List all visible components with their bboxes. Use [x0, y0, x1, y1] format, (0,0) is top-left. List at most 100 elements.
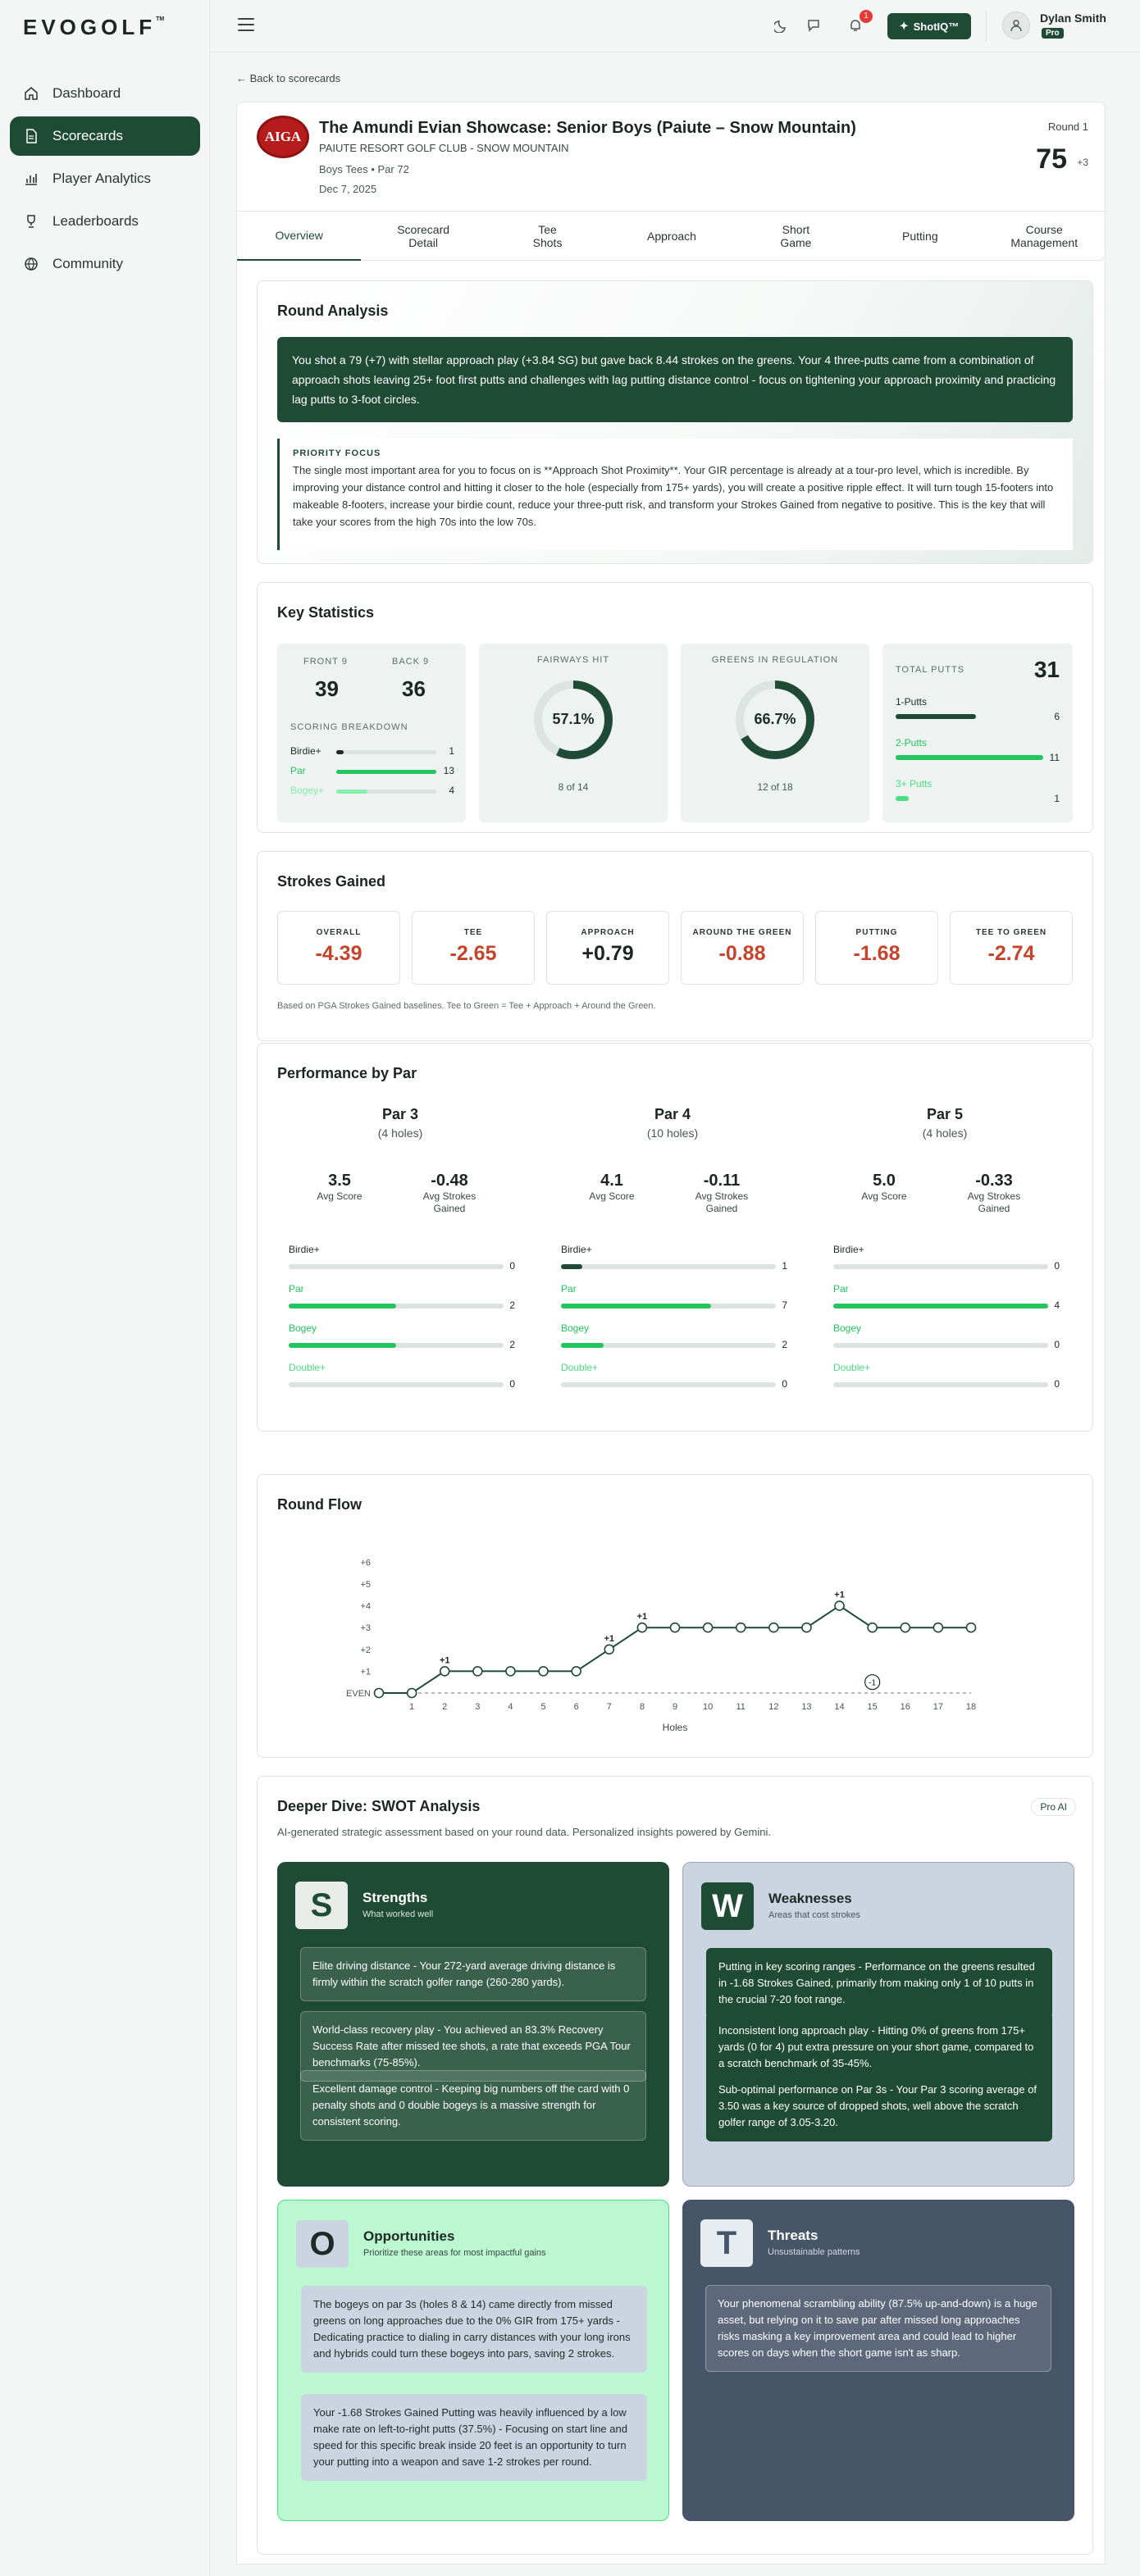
annotation-label: -1	[869, 1679, 876, 1688]
x-tick-label: 17	[933, 1702, 943, 1712]
breakdown-row-label: Par	[290, 765, 306, 776]
par-outcome-row: Bogey 2	[561, 1322, 787, 1355]
tab-approach[interactable]: Approach	[647, 230, 696, 243]
bar-fill	[336, 750, 344, 754]
sidebar-item-scorecards[interactable]: Scorecards	[10, 116, 200, 156]
sidebar-item-dashboard[interactable]: Dashboard	[10, 74, 200, 113]
avg-sg-value: -0.48	[431, 1172, 468, 1190]
data-point[interactable]	[933, 1622, 944, 1633]
bar-fill	[561, 1264, 583, 1269]
putt-row-label: 3+ Putts	[896, 778, 933, 790]
avg-score-metric: 3.5 Avg Score	[299, 1172, 381, 1203]
data-point[interactable]	[373, 1687, 385, 1699]
par-outcome-row: Birdie+ 0	[289, 1244, 515, 1277]
bar-track	[833, 1382, 1048, 1387]
putt-row-count: 6	[1054, 711, 1060, 722]
avg-score-value: 5.0	[873, 1172, 896, 1190]
breakdown-row-label: Birdie+	[290, 745, 321, 757]
par-outcome-row: Par 7	[561, 1283, 787, 1316]
breakdown-row-label: Bogey+	[290, 785, 325, 796]
putt-row-label: 2-Putts	[896, 737, 928, 749]
data-point[interactable]	[867, 1622, 878, 1633]
strokes-gained-label: APPROACH	[581, 928, 635, 937]
sidebar-item-player-analytics[interactable]: Player Analytics	[10, 159, 200, 198]
community-icon	[23, 256, 39, 272]
par-column-holes: (4 holes)	[922, 1126, 968, 1140]
tab-tee-shots[interactable]: Tee Shots	[532, 223, 563, 249]
avg-sg-label: Avg Strokes Gained	[967, 1190, 1021, 1214]
page-title: The Amundi Evian Showcase: Senior Boys (…	[319, 119, 856, 137]
sidebar-item-label: Player Analytics	[52, 171, 151, 186]
data-point[interactable]	[604, 1644, 615, 1655]
avatar[interactable]	[1002, 11, 1030, 39]
avg-sg-metric: -0.33 Avg Strokes Gained	[953, 1172, 1035, 1215]
bar-track	[289, 1264, 504, 1269]
avg-score-label: Avg Score	[861, 1190, 907, 1202]
bell-icon[interactable]: 1	[845, 10, 873, 36]
strokes-gained-value: -1.68	[853, 942, 901, 965]
round-label: Round 1	[1047, 121, 1088, 133]
data-point[interactable]	[472, 1666, 483, 1677]
tab-putting[interactable]: Putting	[902, 230, 938, 243]
breakdown-label: SCORING BREAKDOWN	[290, 722, 408, 732]
data-point[interactable]	[834, 1600, 845, 1611]
par-column: Par 4 (10 holes) 4.1 Avg Score -0.11 Avg Stro…	[549, 1106, 796, 1390]
data-point[interactable]	[406, 1687, 417, 1699]
swot-subtitle: What worked well	[363, 1909, 434, 1919]
x-tick-label: 4	[508, 1702, 513, 1712]
par-outcome-count: 0	[1054, 1339, 1060, 1350]
data-point[interactable]	[505, 1666, 516, 1677]
swot-item: Inconsistent long approach play - Hittin…	[706, 2012, 1052, 2082]
gir-stat-box: GREENS IN REGULATION 66.7% 12 of 18	[681, 644, 869, 822]
par-column-holes: (4 holes)	[377, 1126, 423, 1140]
swot-card: Deeper Dive: SWOT Analysis AI-generated …	[257, 1776, 1093, 2555]
data-point[interactable]	[669, 1622, 681, 1633]
chat-icon[interactable]	[804, 15, 825, 36]
bar-fill	[289, 1304, 396, 1308]
data-point[interactable]	[965, 1622, 977, 1633]
swot-item: Excellent damage control - Keeping big n…	[300, 2070, 646, 2141]
sidebar-item-community[interactable]: Community	[10, 244, 200, 284]
app-logo[interactable]: EVOGOLFTM	[23, 15, 165, 39]
data-point[interactable]	[702, 1622, 714, 1633]
trophy-icon	[23, 213, 39, 230]
strokes-gained-box: PUTTING -1.68	[815, 911, 938, 985]
priority-focus: PRIORITY FOCUS The single most important…	[277, 439, 1073, 550]
par-outcome-label: Bogey	[289, 1322, 317, 1334]
data-point[interactable]	[801, 1622, 812, 1633]
menu-icon[interactable]	[238, 18, 254, 33]
data-point[interactable]	[735, 1622, 746, 1633]
putt-row: 2-Putts 11	[896, 737, 1060, 773]
data-point[interactable]	[900, 1622, 911, 1633]
par-outcome-count: 2	[509, 1299, 515, 1311]
moon-icon[interactable]	[771, 15, 792, 36]
y-tick-label: +2	[360, 1645, 371, 1655]
avg-score-label: Avg Score	[589, 1190, 635, 1202]
data-point[interactable]	[439, 1666, 450, 1677]
data-point[interactable]	[768, 1622, 779, 1633]
strokes-gained-box: TEE TO GREEN -2.74	[950, 911, 1073, 985]
fairways-percent: 57.1%	[552, 711, 595, 727]
strokes-gained-label: PUTTING	[855, 928, 898, 937]
strengths-quadrant: S Strengths What worked well Elite driving …	[277, 1862, 669, 2187]
priority-focus-text: The single most important area for you t…	[293, 464, 1054, 528]
data-point[interactable]	[571, 1666, 581, 1677]
user-name[interactable]: Dylan Smith	[1040, 11, 1106, 25]
shotiq-button[interactable]: ✦ ShotIQ™	[887, 13, 971, 39]
putt-row-count: 1	[1054, 793, 1060, 804]
data-point[interactable]	[538, 1666, 549, 1677]
weaknesses-quadrant: W Weaknesses Areas that cost strokes Puttin…	[682, 1862, 1074, 2187]
sidebar-item-leaderboards[interactable]: Leaderboards	[10, 202, 200, 241]
tab-course-management[interactable]: Course Management	[1010, 223, 1078, 249]
threats-quadrant: T Threats Unsustainable patterns Your pheno…	[682, 2200, 1074, 2521]
strokes-gained-value: -4.39	[315, 942, 363, 965]
breakdown-row-count: 1	[449, 745, 454, 757]
data-point[interactable]	[636, 1622, 648, 1633]
tournament-logo: AIGA	[257, 116, 309, 158]
back-link[interactable]: ← Back to scorecards	[236, 72, 341, 84]
tab-overview[interactable]: Overview	[237, 212, 362, 261]
opportunities-quadrant: O Opportunities Prioritize these areas for…	[277, 2200, 669, 2521]
tab-short-game[interactable]: Short Game	[780, 223, 812, 249]
chart-title: Round Flow	[277, 1496, 362, 1513]
tab-scorecard-detail[interactable]: Scorecard Detail	[397, 223, 450, 249]
